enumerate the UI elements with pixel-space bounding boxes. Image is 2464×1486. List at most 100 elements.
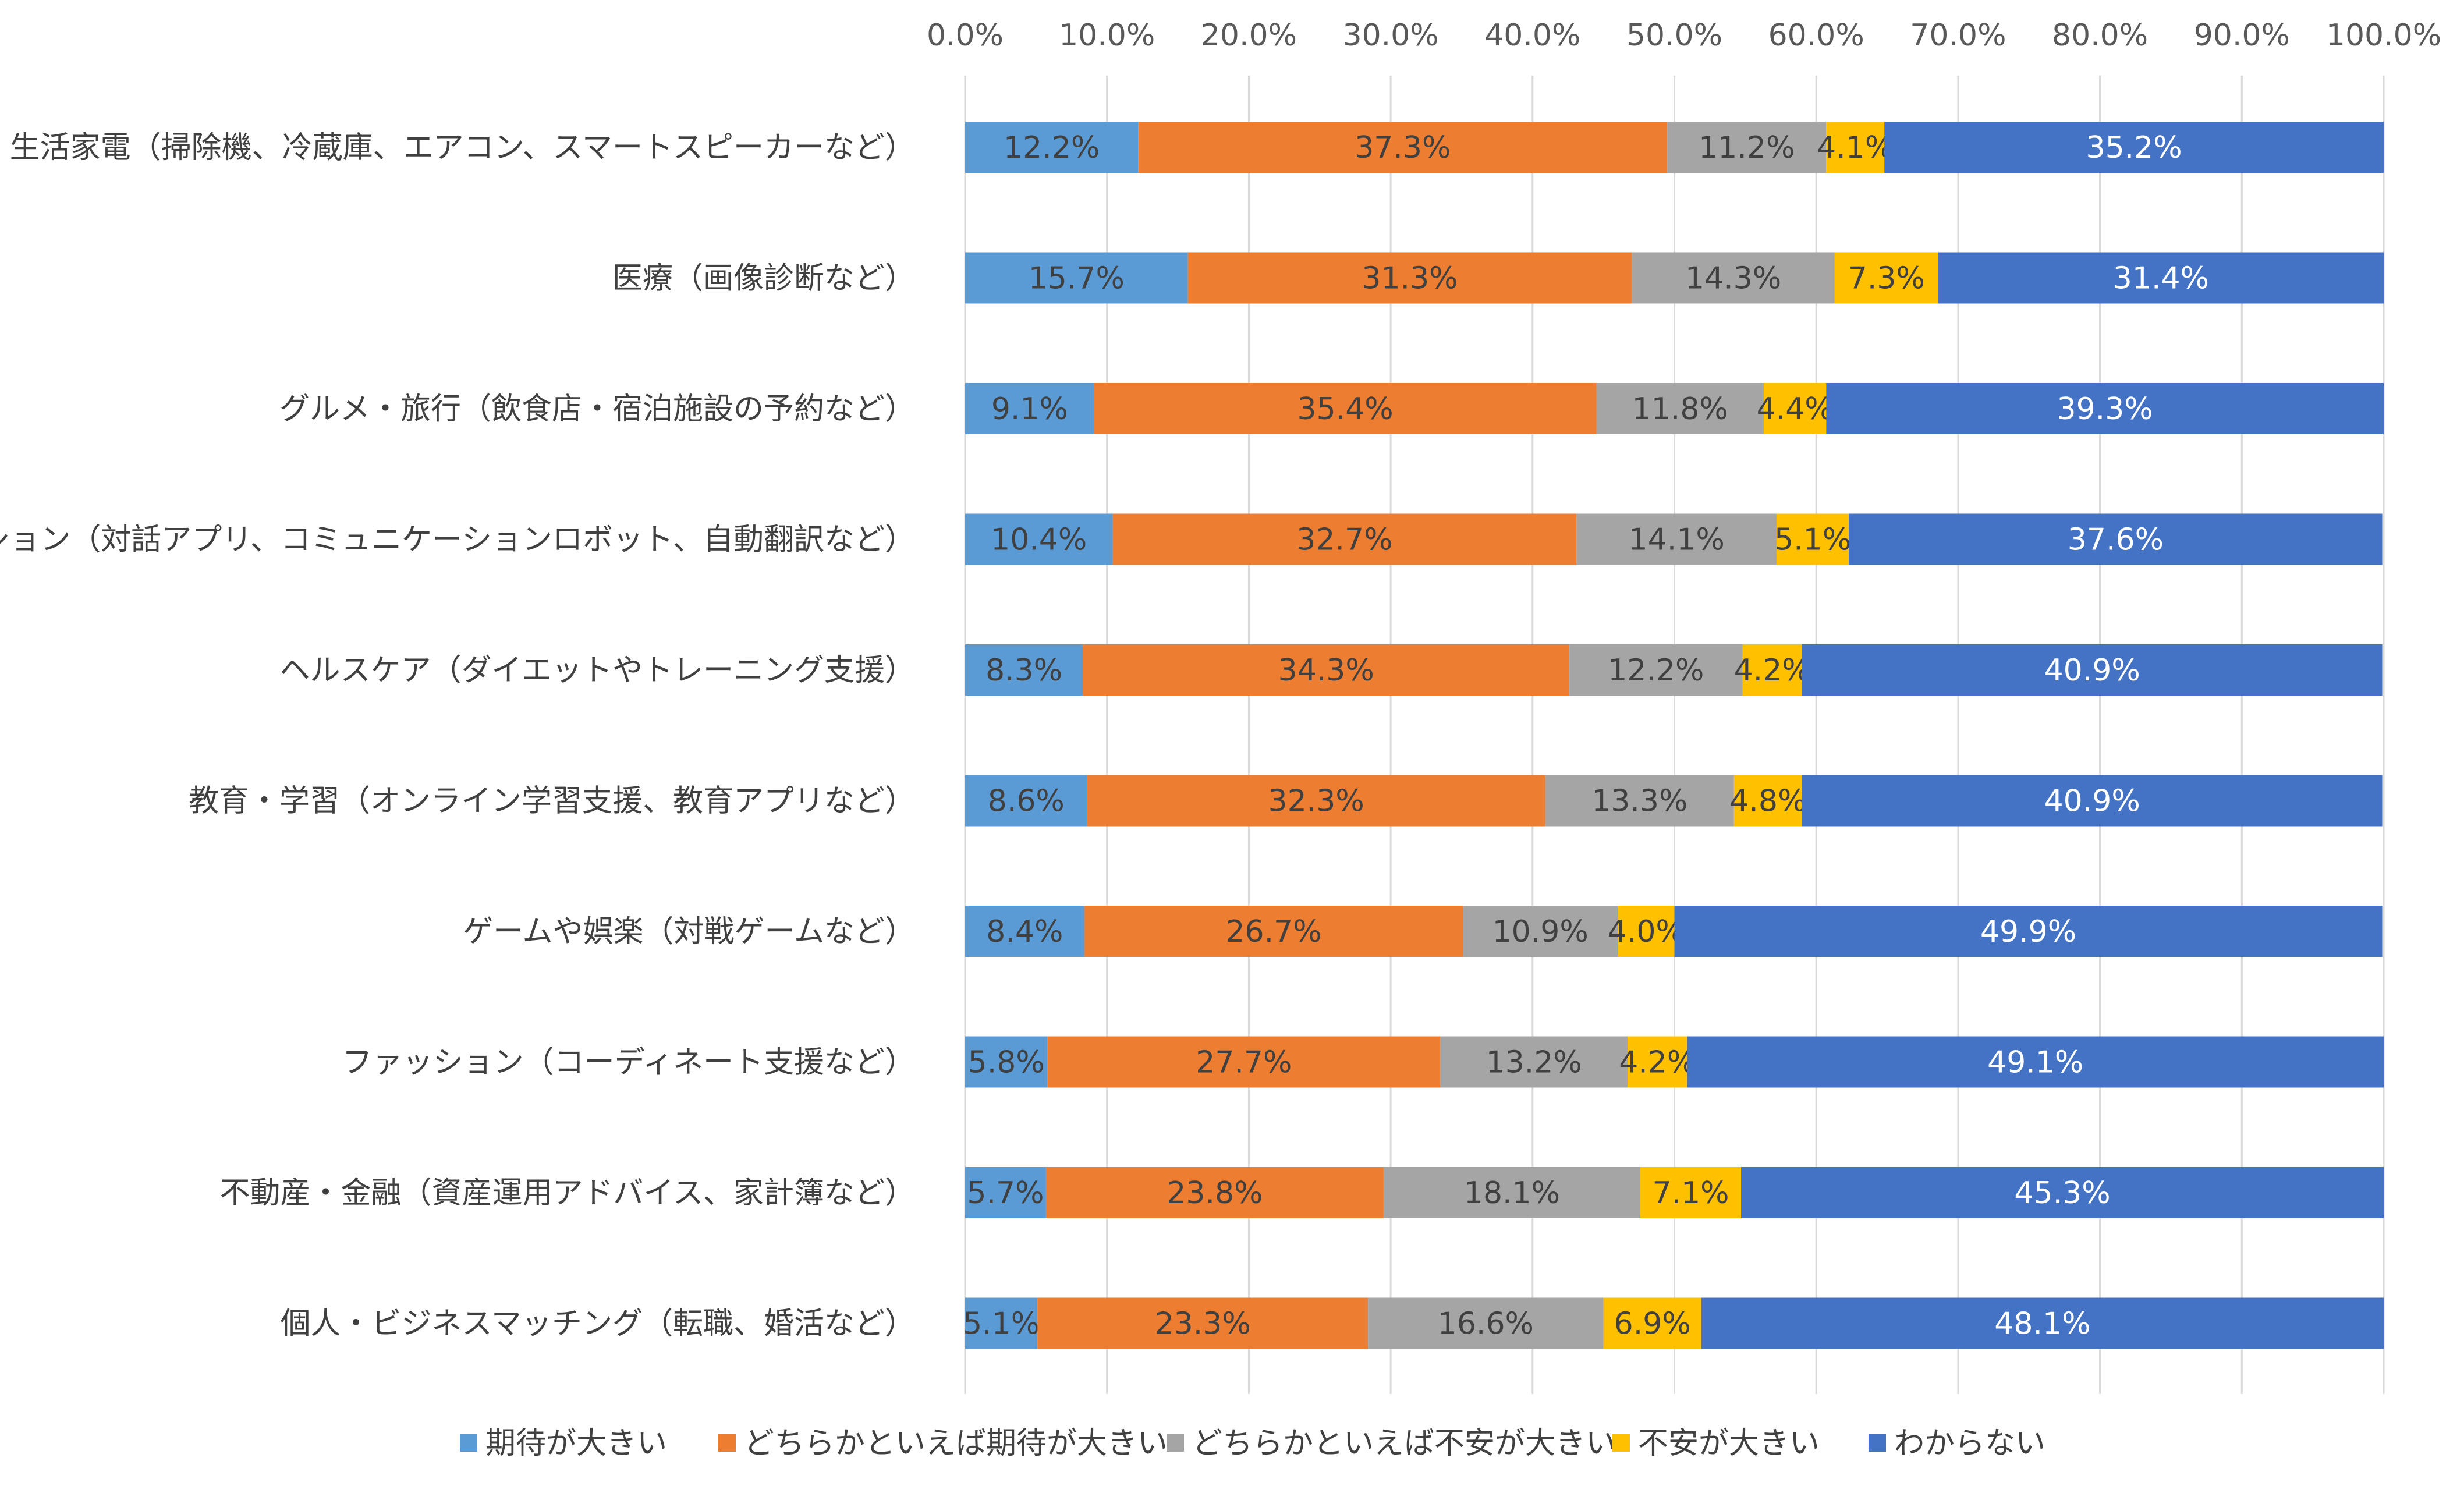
data-label: 37.6% xyxy=(2068,523,2164,558)
bar-segment xyxy=(1687,1036,2384,1088)
data-label: 40.9% xyxy=(2044,653,2140,688)
bar-segment xyxy=(1938,252,2384,304)
data-label: 26.7% xyxy=(1225,914,1321,949)
bar-segment xyxy=(1742,644,1802,696)
x-tick-label: 10.0% xyxy=(1059,18,1155,53)
data-label: 13.2% xyxy=(1486,1045,1582,1080)
legend-swatch xyxy=(460,1434,477,1452)
x-tick-label: 30.0% xyxy=(1342,18,1438,53)
data-label: 31.4% xyxy=(2113,261,2209,296)
bar-segment xyxy=(1802,644,2383,696)
bar-segment xyxy=(1368,1297,1604,1349)
category-label: 個人・ビジネスマッチング（転職、婚活など） xyxy=(281,1307,915,1342)
data-label: 14.1% xyxy=(1629,523,1725,558)
data-label: 34.3% xyxy=(1278,653,1374,688)
data-label: 5.1% xyxy=(1774,523,1851,558)
data-label: 12.2% xyxy=(1608,653,1704,688)
bar-segment xyxy=(1084,906,1463,957)
bar-segment xyxy=(1440,1036,1628,1088)
data-label: 35.2% xyxy=(2086,130,2182,165)
bar-segment xyxy=(1667,122,1827,173)
bar-segment xyxy=(1741,1167,2384,1218)
legend: 期待が大きい どちらかといえば期待が大きい どちらかといえば不安が大きい 不安が大きい… xyxy=(460,1426,2045,1461)
bar-segment xyxy=(1802,775,2383,827)
data-label: 5.7% xyxy=(967,1176,1044,1211)
data-label: 12.2% xyxy=(1004,130,1100,165)
data-label: 23.3% xyxy=(1155,1307,1251,1342)
bar-segment xyxy=(1632,252,1835,304)
bar-segment xyxy=(965,644,1083,696)
bar-segment xyxy=(1094,383,1597,434)
bar-segment xyxy=(965,383,1094,434)
data-label: 32.3% xyxy=(1268,784,1364,819)
bar-segment xyxy=(1884,122,2384,173)
data-label: 45.3% xyxy=(2014,1176,2110,1211)
category-label: ゲームや娯楽（対戦ゲームなど） xyxy=(463,914,915,949)
data-label: 7.1% xyxy=(1652,1176,1729,1211)
bar-segment xyxy=(965,1036,1048,1088)
bar-segment xyxy=(1463,906,1618,957)
data-label: 14.3% xyxy=(1685,261,1781,296)
category-label: ファッション（コーディネート支援など） xyxy=(342,1045,915,1080)
bars: 12.2% 37.3% 11.2% 4.1% 35.2% 15.7% 31.3% 14.3% 7… xyxy=(963,122,2384,1349)
bar-segment xyxy=(1596,383,1764,434)
x-tick-label: 20.0% xyxy=(1201,18,1297,53)
data-label: 15.7% xyxy=(1029,261,1125,296)
data-label: 23.8% xyxy=(1167,1176,1263,1211)
bar-segment xyxy=(1826,383,2384,434)
data-label: 8.6% xyxy=(988,784,1065,819)
legend-swatch xyxy=(1869,1434,1886,1452)
data-label: 35.4% xyxy=(1297,392,1394,427)
bar-segment xyxy=(1569,644,1743,696)
bar-segment xyxy=(1047,1036,1441,1088)
data-label: 8.3% xyxy=(985,653,1062,688)
data-label: 37.3% xyxy=(1355,130,1451,165)
data-label: 7.3% xyxy=(1848,261,1925,296)
legend-swatch xyxy=(1167,1434,1184,1452)
bar-segment xyxy=(1826,122,1885,173)
category-label: グルメ・旅行（飲食店・宿泊施設の予約など） xyxy=(279,392,915,427)
x-tick-label: 0.0% xyxy=(927,18,1004,53)
bar-segment xyxy=(1849,513,2383,565)
data-label: 4.2% xyxy=(1619,1045,1696,1080)
data-label: 5.8% xyxy=(968,1045,1045,1080)
data-label: 40.9% xyxy=(2044,784,2140,819)
bar-segment xyxy=(965,252,1188,304)
bar-segment xyxy=(1083,644,1570,696)
data-label: 27.7% xyxy=(1196,1045,1292,1080)
bar-segment xyxy=(1112,513,1577,565)
data-label: 4.0% xyxy=(1608,914,1685,949)
x-axis-ticks: 0.0% 10.0% 20.0% 30.0% 40.0% 50.0% 60.0% 70.0% 8… xyxy=(927,18,2441,53)
bar-segment xyxy=(1138,122,1668,173)
category-label: ヘルスケア（ダイエットやトレーニング支援） xyxy=(280,653,915,688)
bar-segment xyxy=(1618,906,1675,957)
category-label: 生活家電（掃除機、冷蔵庫、エアコン、スマートスピーカーなど） xyxy=(10,130,915,165)
data-label: 4.8% xyxy=(1729,784,1806,819)
data-label: 48.1% xyxy=(1994,1307,2090,1342)
category-label: 不動産・金融（資産運用アドバイス、家計簿など） xyxy=(220,1176,915,1211)
data-label: 10.4% xyxy=(991,523,1087,558)
bar-segment xyxy=(1045,1167,1384,1218)
data-label: 18.1% xyxy=(1464,1176,1560,1211)
data-label: 10.9% xyxy=(1492,914,1589,949)
data-label: 49.1% xyxy=(1987,1045,2083,1080)
bar-segment xyxy=(1087,775,1545,827)
bar-segment xyxy=(1628,1036,1687,1088)
bar-segment xyxy=(965,775,1087,827)
category-labels: 生活家電（掃除機、冷蔵庫、エアコン、スマートスピーカーなど） 医療（画像診断など）… xyxy=(0,130,915,1342)
data-label: 39.3% xyxy=(2057,392,2153,427)
x-tick-label: 70.0% xyxy=(1910,18,2006,53)
data-label: 11.2% xyxy=(1699,130,1795,165)
bar-segment xyxy=(1834,252,1938,304)
bar-segment xyxy=(965,122,1139,173)
bar-segment xyxy=(1603,1297,1701,1349)
category-label: 医療（画像診断など） xyxy=(612,261,915,296)
x-tick-label: 100.0% xyxy=(2326,18,2441,53)
data-label: 4.2% xyxy=(1734,653,1811,688)
x-tick-label: 90.0% xyxy=(2194,18,2290,53)
legend-label: どちらかといえば不安が大きい xyxy=(1192,1426,1616,1461)
legend-label: 不安が大きい xyxy=(1638,1426,1820,1461)
bar-segment xyxy=(965,1167,1046,1218)
legend-swatch xyxy=(718,1434,736,1452)
data-label: 4.4% xyxy=(1757,392,1834,427)
